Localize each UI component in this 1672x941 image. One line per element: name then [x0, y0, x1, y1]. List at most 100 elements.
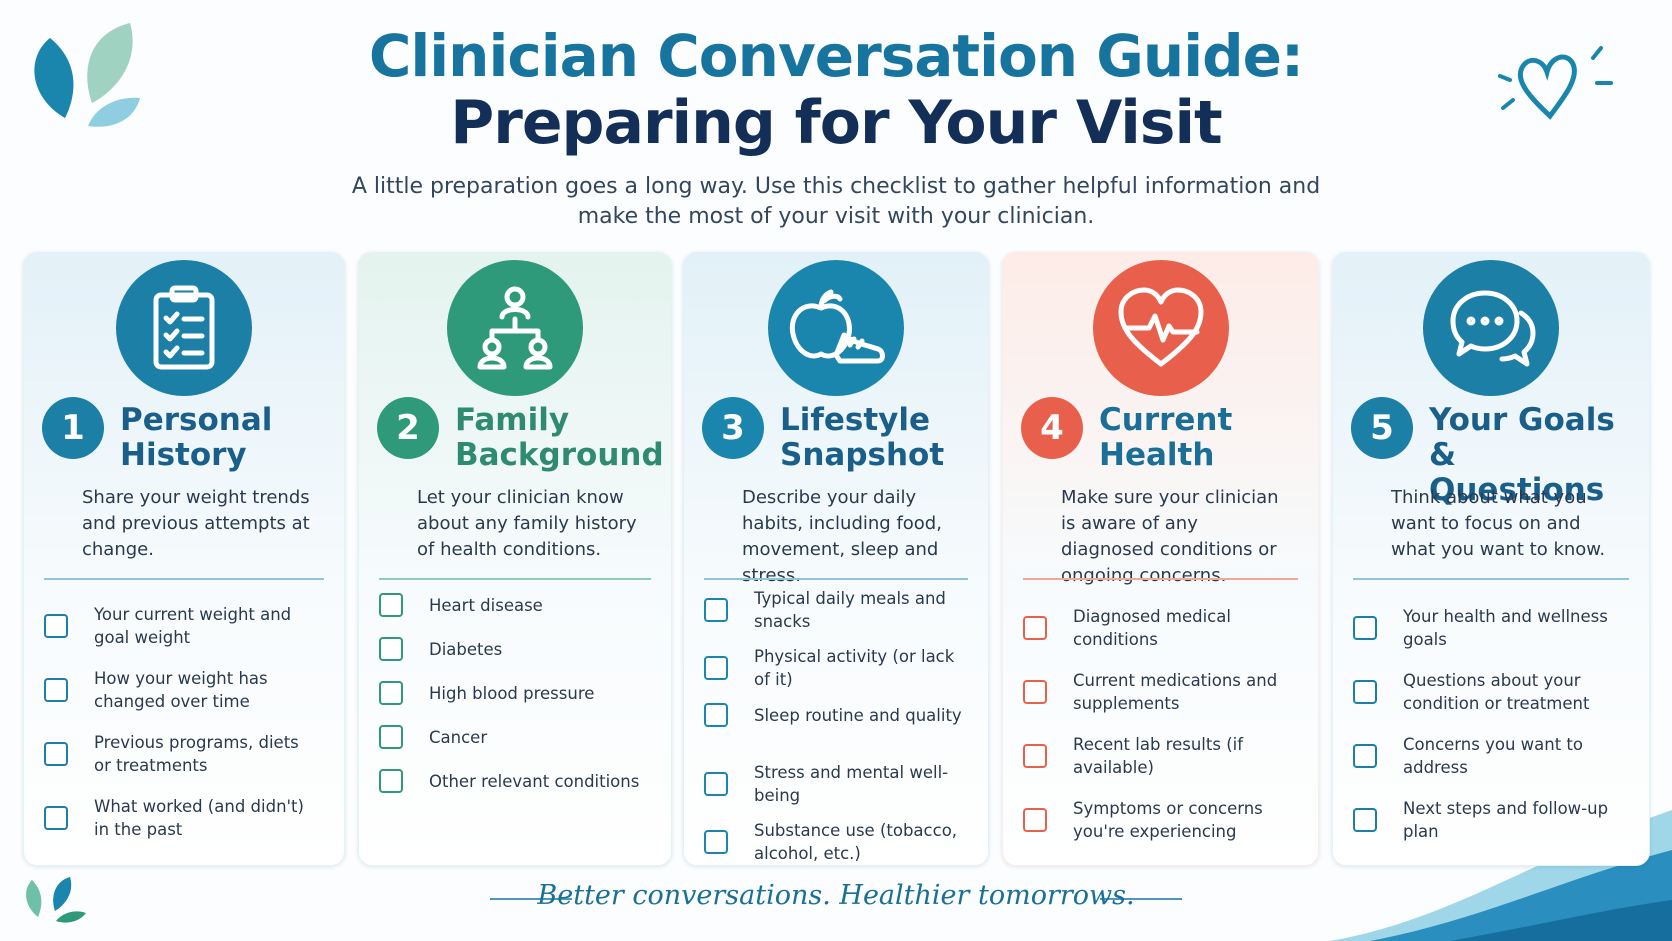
item-text: Substance use (tobacco, alcohol, etc.) [754, 821, 958, 863]
checklist-item: Previous programs, diets or treatments [44, 731, 319, 777]
checklist-item: Stress and mental well-being [704, 761, 963, 807]
checklist-item: Typical daily meals and snacks [704, 587, 963, 633]
checkbox[interactable] [379, 681, 403, 705]
checklist-item: Diabetes [379, 637, 646, 661]
item-text: High blood pressure [429, 683, 595, 703]
checkbox[interactable] [44, 678, 68, 702]
checkbox[interactable] [379, 593, 403, 617]
card: 5 Your Goals & Questions Think about what … [1332, 252, 1650, 866]
card-title: Current Health [1099, 402, 1233, 473]
item-text: Cancer [429, 727, 488, 747]
checkbox[interactable] [1353, 808, 1377, 832]
divider [704, 578, 968, 580]
checklist-item: Questions about your condition or treatm… [1353, 669, 1624, 715]
step-number: 5 [1351, 397, 1413, 459]
checkbox[interactable] [44, 742, 68, 766]
checkbox[interactable] [1023, 680, 1047, 704]
checklist-item: Symptoms or concerns you're experiencing [1023, 797, 1293, 843]
item-text: Recent lab results (if available) [1073, 735, 1244, 777]
checkbox[interactable] [1353, 680, 1377, 704]
wave-decoration [1330, 810, 1672, 941]
item-text: Typical daily meals and snacks [754, 589, 946, 631]
checkbox[interactable] [44, 806, 68, 830]
checklist-item: Concerns you want to address [1353, 733, 1624, 779]
checkbox[interactable] [704, 598, 728, 622]
card-icon [447, 260, 583, 396]
checklist-item: Cancer [379, 725, 646, 749]
item-text: Physical activity (or lack of it) [754, 647, 955, 689]
step-number: 1 [42, 397, 104, 459]
footer-rule [1100, 898, 1182, 900]
card-description: Share your weight trends and previous at… [82, 487, 310, 560]
divider [1353, 578, 1629, 580]
card-description: Think about what you want to focus on an… [1391, 487, 1606, 560]
card-icon [768, 260, 904, 396]
checkbox[interactable] [379, 637, 403, 661]
item-text: Your current weight and goal weight [94, 605, 292, 647]
item-text: Concerns you want to address [1403, 735, 1583, 777]
title: Preparing for Your Visit [450, 88, 1222, 158]
checklist-item: Your health and wellness goals [1353, 605, 1624, 651]
card-icon [1092, 260, 1229, 396]
item-text: What worked (and didn't) in the past [94, 797, 304, 839]
checkbox[interactable] [1353, 744, 1377, 768]
divider [379, 578, 651, 580]
item-text: Previous programs, diets or treatments [94, 733, 299, 775]
card-title: Family Background [455, 402, 664, 473]
checkbox[interactable] [379, 725, 403, 749]
checkbox[interactable] [1023, 616, 1047, 640]
divider [1023, 578, 1298, 580]
checklist-item: Next steps and follow-up plan [1353, 797, 1624, 843]
step-number: 2 [377, 397, 439, 459]
checklist-item: Physical activity (or lack of it) [704, 645, 963, 691]
leaf-decoration-small [26, 877, 86, 923]
checklist-item: Recent lab results (if available) [1023, 733, 1293, 779]
card: 3 Lifestyle Snapshot Describe your daily h… [683, 252, 989, 866]
card-description: Make sure your clinician is aware of any… [1061, 487, 1279, 586]
item-text: Other relevant conditions [429, 771, 640, 791]
checklist-item: Other relevant conditions [379, 769, 646, 793]
checklist-item: Your current weight and goal weight [44, 603, 319, 649]
item-text: Heart disease [429, 595, 543, 615]
item-text: Next steps and follow-up plan [1403, 799, 1609, 841]
card: 2 Family Background Let your clinician kno… [358, 252, 672, 866]
step-number: 3 [702, 397, 764, 459]
card-icon [1423, 260, 1559, 396]
checkbox[interactable] [704, 830, 728, 854]
checkbox[interactable] [704, 703, 728, 727]
checkbox[interactable] [1023, 744, 1047, 768]
item-text: Stress and mental well-being [754, 763, 949, 805]
checkbox[interactable] [1353, 616, 1377, 640]
item-text: Your health and wellness goals [1403, 607, 1608, 649]
checkbox[interactable] [704, 772, 728, 796]
item-text: Questions about your condition or treatm… [1403, 671, 1590, 713]
card-title: Your Goals & Questions [1429, 402, 1615, 508]
step-number: 4 [1021, 397, 1083, 459]
item-text: How your weight has changed over time [94, 669, 268, 711]
checklist-item: High blood pressure [379, 681, 646, 705]
checkbox[interactable] [704, 656, 728, 680]
card-description: Describe your daily habits, including fo… [742, 487, 942, 586]
checklist-item: Substance use (tobacco, alcohol, etc.) [704, 819, 963, 865]
footer-rule [490, 898, 572, 900]
leaf-decoration [34, 23, 140, 127]
checkbox[interactable] [1023, 808, 1047, 832]
card-title: Lifestyle Snapshot [780, 402, 945, 473]
item-text: Diagnosed medical conditions [1073, 607, 1231, 649]
subtitle: A little preparation goes a long way. Us… [351, 174, 1321, 229]
checkbox[interactable] [379, 769, 403, 793]
item-text: Current medications and supplements [1073, 671, 1278, 713]
divider [44, 578, 324, 580]
title: Clinician Conversation Guide: [368, 22, 1304, 90]
item-text: Sleep routine and quality [754, 705, 962, 725]
card-description: Let your clinician know about any family… [417, 487, 637, 560]
item-text: Symptoms or concerns you're experiencing [1073, 799, 1263, 841]
card: 1 Personal History Share your weight trend… [23, 252, 345, 866]
card-title: Personal History [120, 402, 273, 473]
checklist-item: How your weight has changed over time [44, 667, 319, 713]
checkbox[interactable] [44, 614, 68, 638]
item-text: Diabetes [429, 639, 503, 659]
card: 4 Current Health Make sure your clinician … [1002, 252, 1319, 866]
checklist-item: What worked (and didn't) in the past [44, 795, 319, 841]
